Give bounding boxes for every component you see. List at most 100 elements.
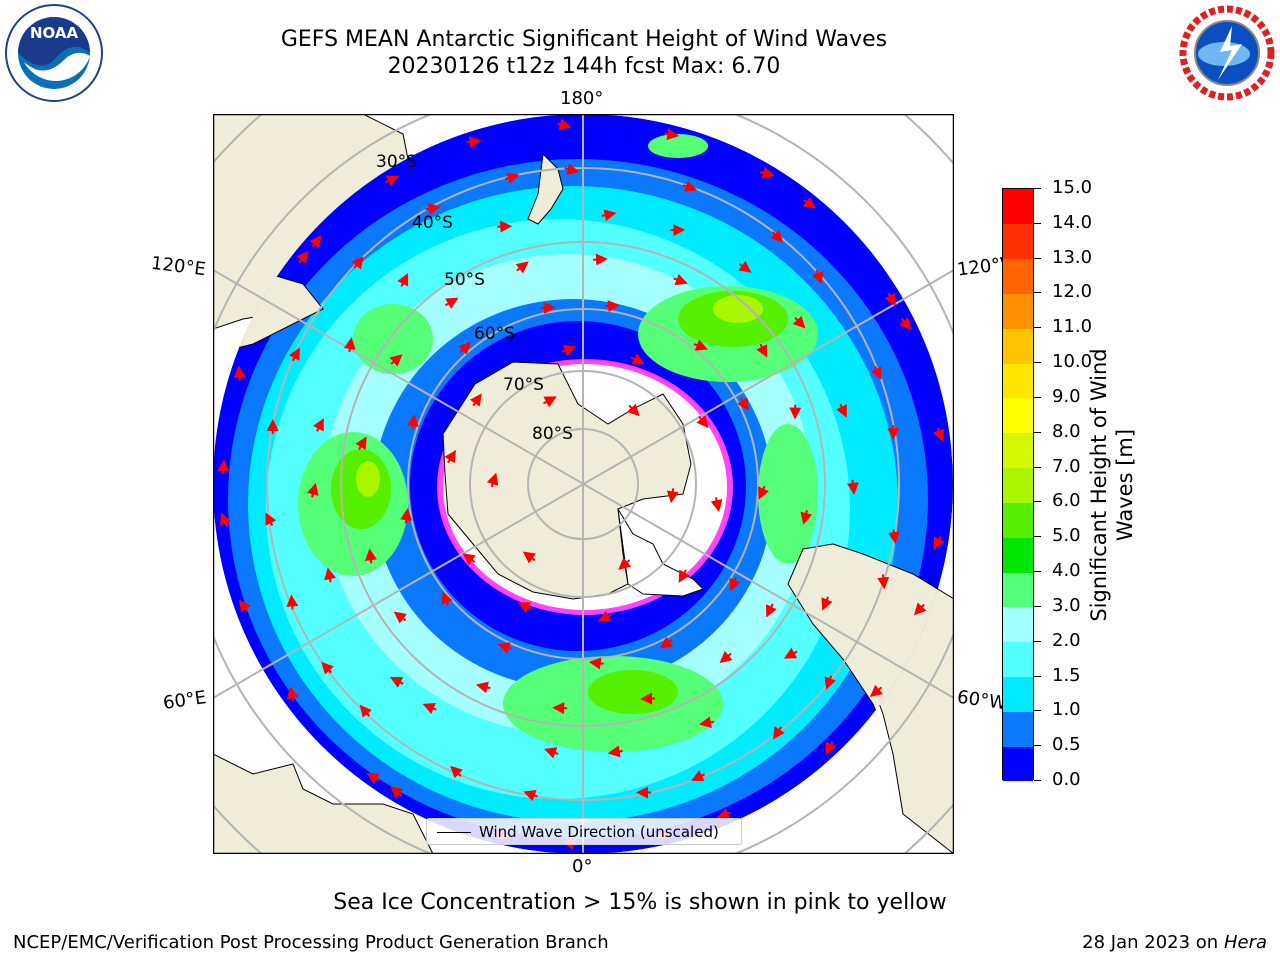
footer-credit: NCEP/EMC/Verification Post Processing Pr… — [13, 932, 609, 953]
wave-direction-arrow — [770, 229, 784, 243]
colorbar-tick-label: 2.0 — [1052, 629, 1081, 651]
colorbar-tick-label: 0.5 — [1052, 734, 1081, 756]
wave-direction-arrow — [425, 202, 441, 215]
wave-direction-arrow — [783, 647, 798, 659]
wave-direction-arrow — [445, 297, 459, 309]
wave-direction-arrow — [666, 488, 679, 504]
chart-subtitle: 20230126 t12z 144h fcst Max: 6.70 — [387, 54, 781, 79]
footer-machine: Hera — [1223, 932, 1267, 953]
wave-direction-arrow — [899, 317, 912, 330]
colorbar-tick-label: 15.0 — [1052, 177, 1093, 198]
colorbar-tick-label: 7.0 — [1052, 455, 1081, 477]
colorbar-tick-label: 13.0 — [1052, 246, 1093, 268]
wave-direction-arrow — [444, 449, 457, 464]
colorbar-tick-mark — [1034, 222, 1041, 224]
colorbar-tick-label: 6.0 — [1052, 490, 1081, 512]
wave-direction-arrow — [870, 365, 882, 380]
colorbar-tick-mark — [1034, 501, 1041, 503]
colorbar-tick-label: 11.0 — [1052, 316, 1093, 338]
wave-direction-arrow — [238, 599, 251, 613]
wave-direction-arrow — [933, 427, 945, 442]
colorbar-segment — [1003, 258, 1033, 294]
wave-direction-arrow — [825, 741, 837, 755]
wave-direction-arrow — [821, 596, 833, 611]
colorbar-tick-mark — [1034, 780, 1041, 781]
wave-direction-arrow — [561, 345, 577, 357]
wave-direction-arrow — [933, 536, 945, 550]
wave-direction-arrow — [343, 337, 356, 353]
wave-direction-arrow — [466, 136, 482, 148]
wave-direction-arrow — [458, 341, 471, 355]
wave-direction-arrow — [469, 393, 482, 407]
wave-direction-arrow — [321, 661, 334, 675]
wave-direction-arrow — [869, 684, 883, 698]
colorbar-segment — [1003, 363, 1033, 399]
wave-direction-arrow — [618, 557, 632, 570]
wave-direction-arrow — [716, 808, 731, 820]
colorbar-segment — [1003, 189, 1033, 225]
lon-label-120e: 120°E — [149, 252, 207, 281]
wave-direction-arrow — [462, 553, 476, 566]
wave-direction-arrow — [773, 726, 785, 740]
lat-label-80s: 80°S — [532, 424, 573, 444]
nws-logo — [1176, 2, 1278, 104]
wave-direction-arrow — [696, 415, 709, 429]
wave-direction-arrow — [682, 180, 698, 192]
wave-direction-arrow — [397, 273, 409, 287]
wave-direction-arrow — [719, 650, 733, 664]
wave-direction-arrow — [691, 770, 706, 782]
wave-direction-arrow — [324, 567, 336, 583]
wave-direction-arrow — [913, 602, 927, 616]
colorbar-segment — [1003, 502, 1033, 538]
colorbar-segment — [1003, 397, 1033, 434]
wave-direction-arrow — [355, 436, 367, 450]
wave-direction-arrow — [406, 414, 419, 430]
colorbar-tick-mark — [1034, 536, 1041, 538]
footer-date-text: 28 Jan 2023 on — [1082, 932, 1219, 953]
wave-direction-arrow — [306, 482, 319, 498]
colorbar-segment — [1003, 328, 1033, 364]
wave-direction-arrow — [543, 396, 557, 408]
wave-direction-arrow — [738, 260, 752, 273]
wave-direction-arrow — [564, 163, 580, 175]
lon-label-180: 180° — [560, 88, 604, 109]
wave-direction-arrow — [765, 603, 777, 618]
svg-text:NOAA: NOAA — [30, 24, 79, 42]
colorbar-tick-mark — [1034, 466, 1041, 468]
wave-direction-arrow — [664, 128, 680, 141]
wave-direction-arrow — [385, 175, 400, 187]
chart-title: GEFS MEAN Antarctic Significant Height o… — [280, 27, 888, 52]
lon-label-60e: 60°E — [161, 687, 208, 714]
wave-direction-arrow — [544, 747, 559, 759]
wave-direction-arrow — [737, 397, 749, 411]
colorbar-tick-label: 12.0 — [1052, 281, 1093, 303]
colorbar-segment — [1003, 641, 1033, 678]
legend-line-swatch — [437, 832, 471, 833]
wave-direction-arrow — [515, 261, 529, 274]
lat-label-50s: 50°S — [444, 270, 485, 290]
wave-direction-arrow — [359, 704, 372, 718]
colorbar — [1002, 188, 1034, 782]
colorbar-tick-mark — [1034, 188, 1041, 189]
wave-direction-arrow — [389, 676, 404, 688]
colorbar-label: Significant Height of Wind Waves [m] — [1086, 335, 1138, 635]
wave-direction-arrow — [846, 479, 859, 495]
colorbar-segment — [1003, 223, 1033, 260]
wave-direction-arrow — [659, 636, 674, 649]
wave-direction-arrow — [556, 118, 572, 131]
colorbar-tick-label: 4.0 — [1052, 560, 1081, 582]
colorbar-segment — [1003, 432, 1033, 469]
wave-direction-arrow — [758, 485, 770, 500]
colorbar-tick-label: 1.0 — [1052, 699, 1081, 721]
wave-direction-arrow — [390, 786, 404, 799]
colorbar-tick-mark — [1034, 257, 1041, 259]
wave-direction-arrow — [288, 347, 300, 362]
wave-direction-arrow — [710, 497, 723, 512]
footer-date: 28 Jan 2023 on Hera — [1082, 932, 1267, 953]
colorbar-tick-mark — [1034, 327, 1041, 329]
colorbar-tick-mark — [1034, 675, 1041, 677]
wave-direction-arrow — [351, 256, 364, 270]
wave-direction-arrow — [800, 509, 813, 525]
wave-direction-arrow — [693, 339, 708, 351]
wave-direction-arrow — [522, 551, 536, 564]
